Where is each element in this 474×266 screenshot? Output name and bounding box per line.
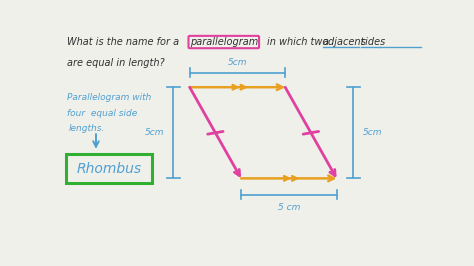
Text: Parallelogram with: Parallelogram with	[66, 93, 151, 102]
Text: four  equal side: four equal side	[66, 109, 137, 118]
Text: 5 cm: 5 cm	[278, 203, 300, 212]
Text: lengths.: lengths.	[68, 124, 105, 133]
Text: 5cm: 5cm	[228, 58, 247, 67]
Text: adjacent: adjacent	[323, 37, 365, 47]
Text: are equal in length?: are equal in length?	[66, 57, 164, 68]
Text: Rhombus: Rhombus	[76, 161, 141, 176]
FancyBboxPatch shape	[66, 154, 152, 184]
Text: in which two: in which two	[267, 37, 328, 47]
Text: 5cm: 5cm	[362, 128, 382, 137]
Text: parallelogram: parallelogram	[190, 37, 258, 47]
Text: What is the name for a: What is the name for a	[66, 37, 179, 47]
Text: sides: sides	[361, 37, 386, 47]
Text: 5cm: 5cm	[145, 128, 164, 137]
